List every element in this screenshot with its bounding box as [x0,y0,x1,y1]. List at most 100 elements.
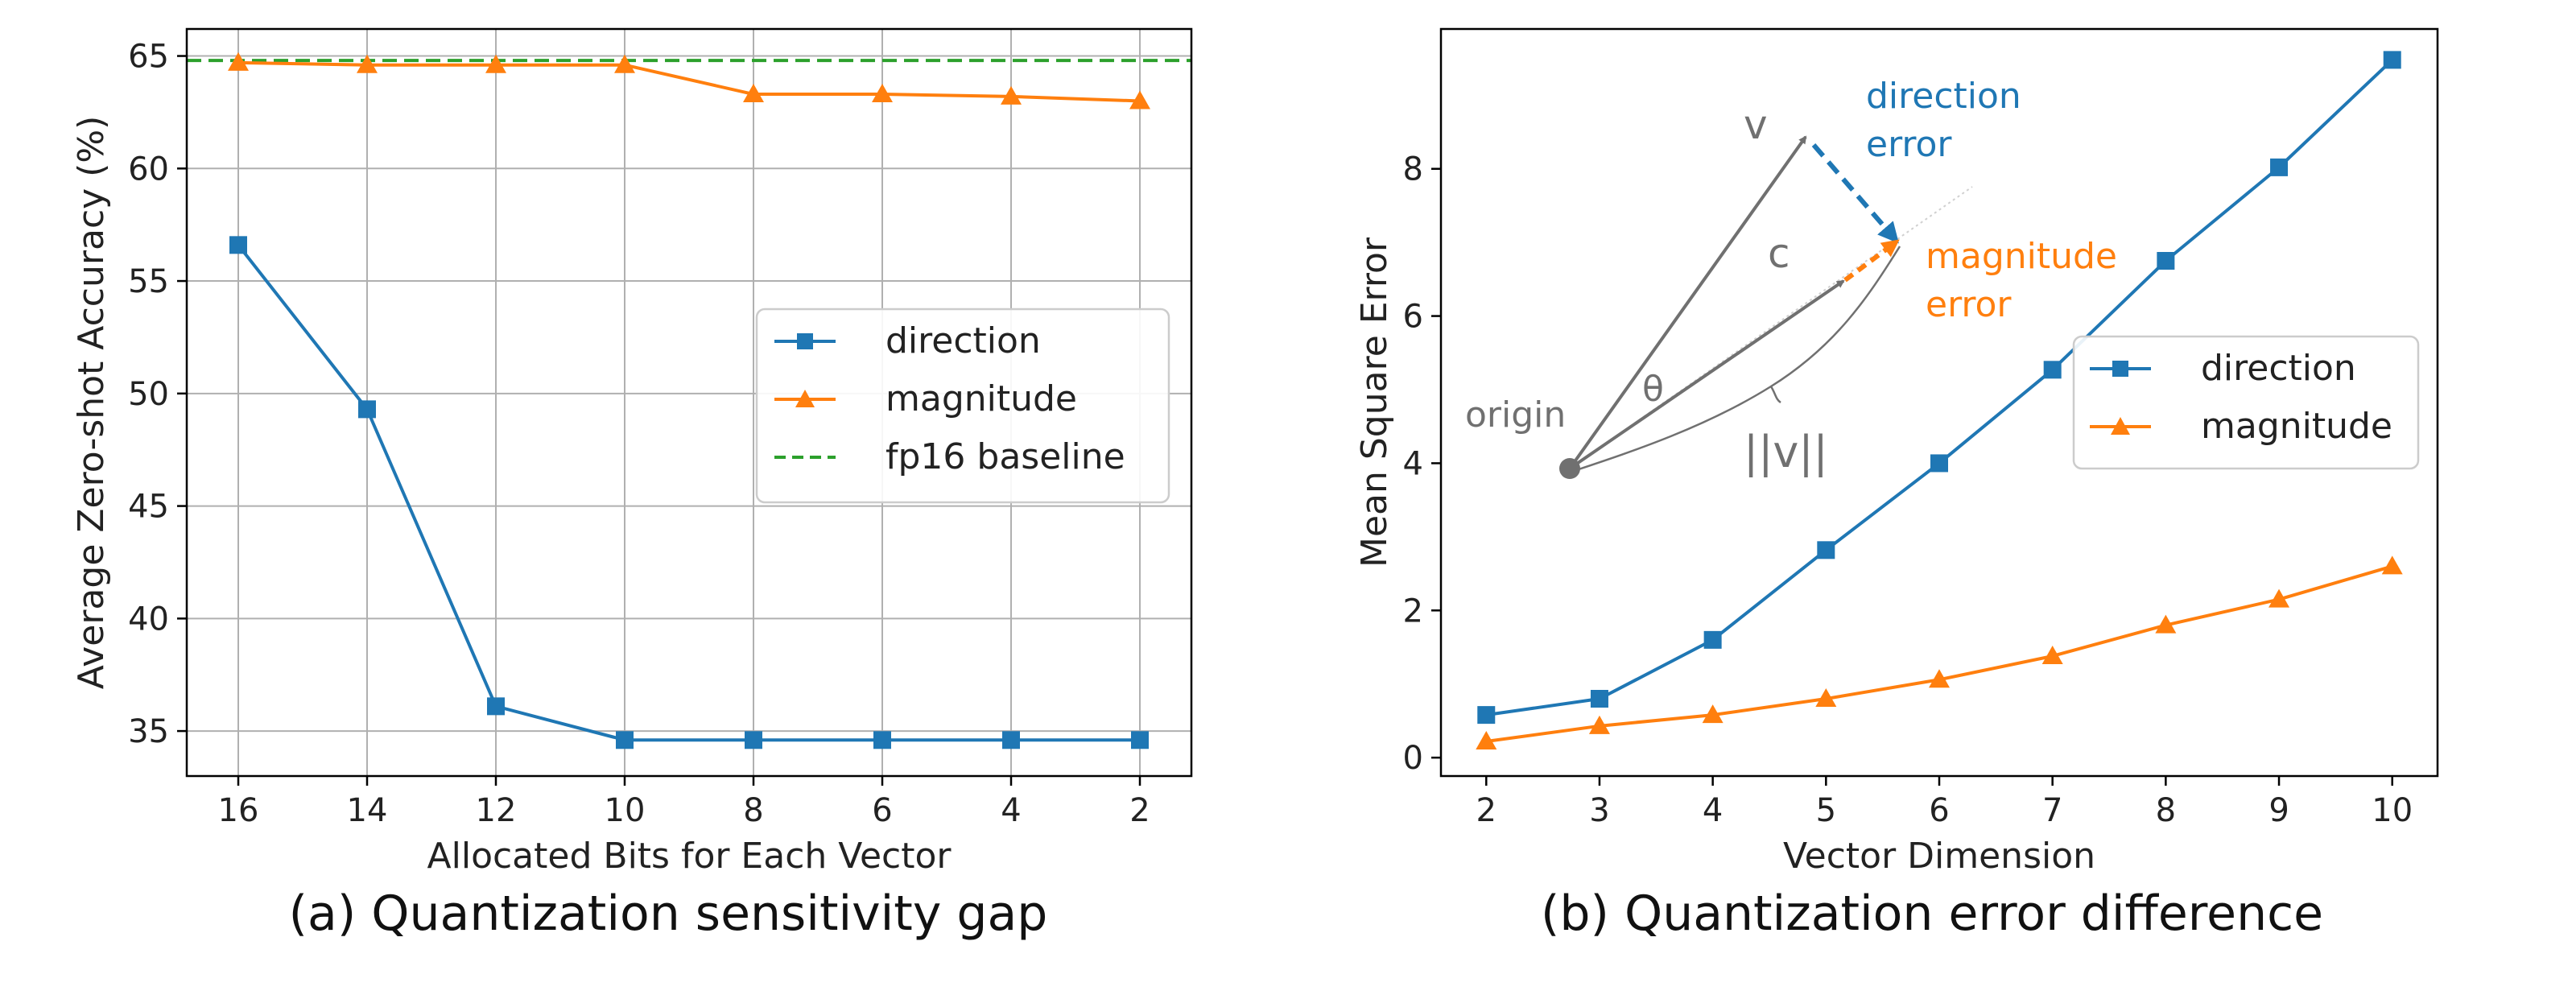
x-tick-label: 2 [1129,792,1150,829]
y-tick-label: 6 [1403,299,1423,336]
magnitude-error-label-line1: magnitude [1926,236,2117,277]
y-tick-label: 45 [128,489,169,526]
series-magnitude-point [614,54,635,73]
series-direction-point [1817,541,1835,559]
legend-magnitude-marker [2111,417,2130,435]
series-direction-point [1002,731,1020,749]
y-tick-label: 60 [128,151,169,188]
x-tick-label: 4 [1703,792,1723,829]
series-direction-point [1703,630,1722,649]
direction-error-label-line1: direction [1866,76,2021,117]
origin-label: origin [1465,394,1566,436]
panel-a-chart: 16 14 12 10 8 6 4 2 35 40 45 50 55 60 65 Allocated Bit… [71,27,1193,877]
norm-label: ||v|| [1744,427,1828,477]
direction-error-label-line2: error [1866,124,1952,165]
series-direction-point [487,697,505,716]
y-tick-label: 40 [128,601,169,638]
legend-direction-marker [2112,361,2128,377]
series-magnitude-point [1001,85,1022,105]
x-tick-label: 16 [218,792,259,829]
vector-error-diagram: v c θ origin ||v|| direction error magni… [1465,76,2117,479]
panel-a-legend-box [755,308,1170,504]
series-magnitude-point [1702,704,1724,724]
series-direction-point [229,236,247,254]
vector-v-arrow [1568,135,1807,470]
series-direction-point [1477,706,1496,725]
series-magnitude-line [237,60,1141,103]
legend-direction-label: direction [886,320,1041,361]
x-tick-label: 12 [476,792,517,829]
legend-direction-label: direction [2201,348,2356,389]
series-magnitude-point [1815,688,1837,707]
y-tick-label: 4 [1403,445,1423,482]
series-direction-point [745,731,762,749]
series-direction-point [2157,252,2175,270]
x-tick-label: 6 [872,792,892,829]
panel-b-chart: 2 3 4 5 6 7 8 9 10 0 2 4 6 8 Vector Dimension Mean Sq… [1354,27,2439,877]
series-magnitude-point [872,84,893,103]
series-magnitude-point [2155,614,2177,634]
legend-fp16-baseline-label: fp16 baseline [886,436,1125,477]
y-tick-label: 65 [128,39,169,76]
x-tick-label: 6 [1929,792,1949,829]
panel-b-legend-box [2072,335,2420,470]
x-tick-label: 14 [347,792,388,829]
x-tick-label: 7 [2042,792,2062,829]
x-tick-label: 4 [1001,792,1021,829]
series-direction-point [2383,51,2401,69]
series-magnitude-line [1486,564,2393,744]
panel-b-x-axis-label: Vector Dimension [1783,836,2095,877]
panel-a-legend: direction magnitude fp16 baseline [755,308,1170,504]
panel-a-series [228,52,1150,749]
legend-magnitude-label: magnitude [2201,406,2392,447]
series-direction-point [616,731,634,749]
series-direction-line [237,244,1140,742]
vector-v-label: v [1744,101,1768,148]
series-direction-point [1590,690,1608,708]
series-direction-point [1930,454,1948,473]
series-magnitude-point [2268,588,2290,608]
series-direction-point [2270,158,2289,176]
panel-b-caption: (b) Quantization error difference [1540,886,2324,942]
x-tick-label: 5 [1816,792,1836,829]
legend-direction-marker [797,333,813,349]
panel-a-x-axis-label: Allocated Bits for Each Vector [427,836,952,877]
x-tick-label: 10 [2372,792,2413,829]
x-tick-label: 8 [2156,792,2176,829]
panel-b-y-axis-label: Mean Square Error [1354,237,1395,568]
x-tick-label: 9 [2268,792,2289,829]
panel-a-y-axis-label: Average Zero-shot Accuracy (%) [71,116,112,690]
series-magnitude-point [1588,715,1610,734]
origin-point [1559,458,1580,479]
series-direction-point [873,731,891,749]
panel-b-ticks: 2 3 4 5 6 7 8 9 10 0 2 4 6 8 [1403,151,2413,829]
series-magnitude-point [1476,731,1497,750]
y-tick-label: 2 [1403,592,1423,630]
x-tick-label: 8 [743,792,763,829]
series-magnitude-point [1929,669,1950,688]
series-magnitude-point [743,84,764,103]
series-magnitude-point [2381,555,2403,575]
x-tick-label: 10 [605,792,646,829]
norm-brace [1575,246,1901,472]
norm-brace-tip [1769,386,1781,404]
series-magnitude-point [2041,645,2063,664]
legend-magnitude-marker [795,390,815,407]
vector-c-arrow [1568,279,1845,470]
magnitude-error-arrow [1843,239,1900,283]
direction-error-arrow [1811,143,1899,244]
series-direction-point [1131,731,1149,749]
panel-a-axes-frame [185,27,1193,778]
series-magnitude-point [357,54,378,73]
y-tick-label: 50 [128,376,169,413]
series-magnitude-point [1129,90,1150,109]
legend-magnitude-label: magnitude [886,378,1077,419]
series-direction-point [2043,361,2062,379]
y-tick-label: 0 [1403,740,1423,777]
series-magnitude-point [228,52,249,71]
panel-a-ticks: 16 14 12 10 8 6 4 2 35 40 45 50 55 60 65 [128,39,1150,829]
y-tick-label: 35 [128,713,169,750]
y-tick-label: 8 [1403,151,1423,188]
series-magnitude-point [485,54,506,73]
